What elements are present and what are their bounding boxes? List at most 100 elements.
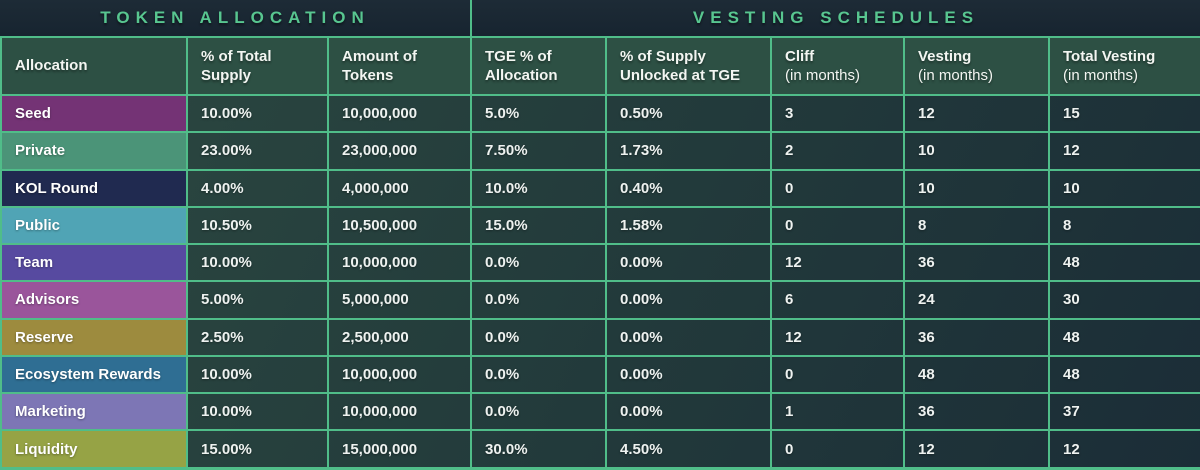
reserve-pct-supply-unlocked-at-tge: 0.00% xyxy=(605,317,772,357)
table-row-team: Team 10.00% 10,000,000 0.0% 0.00% 12 36 48 xyxy=(0,242,1200,283)
reserve-amount-of-tokens: 2,500,000 xyxy=(327,317,472,357)
allocation-vesting-table: Allocation% of Total Supply Amount of Token… xyxy=(0,36,1200,470)
private-tge-pct-of-allocation: 7.50% xyxy=(470,131,607,171)
public-pct-of-total-supply: 10.50% xyxy=(186,205,329,246)
table-row-ecosystem-rewards: Ecosystem Rewards 10.00% 10,000,000 0.0% 0.0… xyxy=(0,354,1200,395)
table-body: Seed 10.00% 10,000,000 5.0% 0.50% 3 12 15 Privat… xyxy=(0,93,1200,470)
team-pct-supply-unlocked-at-tge: 0.00% xyxy=(605,242,772,283)
vesting-schedules-title: VESTING SCHEDULES xyxy=(692,8,980,27)
column-header-amount-of-tokens: Amount of Tokens xyxy=(327,36,472,96)
title-band: TOKEN ALLOCATION VESTING SCHEDULES xyxy=(0,0,1200,36)
column-header-tge-of-allocation: TGE % of Allocation xyxy=(470,36,607,96)
header-row: Allocation% of Total Supply Amount of Token… xyxy=(0,36,1200,96)
marketing-pct-supply-unlocked-at-tge: 0.00% xyxy=(605,391,772,432)
table-row-seed: Seed 10.00% 10,000,000 5.0% 0.50% 3 12 15 xyxy=(0,93,1200,134)
public-tge-pct-of-allocation: 15.0% xyxy=(470,205,607,246)
team-total-vesting-months: 48 xyxy=(1048,242,1200,283)
ecosystem-rewards-vesting-months: 48 xyxy=(903,354,1050,395)
liquidity-pct-of-total-supply: 15.00% xyxy=(186,429,329,470)
column-header-cliff-in-months: Cliff (in months) xyxy=(770,36,905,96)
private-vesting-months: 10 xyxy=(903,131,1050,171)
marketing-pct-of-total-supply: 10.00% xyxy=(186,391,329,432)
team-pct-of-total-supply: 10.00% xyxy=(186,242,329,283)
ecosystem-rewards-cliff-months: 0 xyxy=(770,354,905,395)
vesting-schedules-section-header: VESTING SCHEDULES xyxy=(470,0,1200,36)
public-vesting-months: 8 xyxy=(903,205,1050,246)
liquidity-tge-pct-of-allocation: 30.0% xyxy=(470,429,607,470)
kol-round-amount-of-tokens: 4,000,000 xyxy=(327,168,472,208)
seed-vesting-months: 12 xyxy=(903,93,1050,134)
advisors-vesting-months: 24 xyxy=(903,280,1050,320)
allocation-label-team: Team xyxy=(0,242,188,283)
marketing-amount-of-tokens: 10,000,000 xyxy=(327,391,472,432)
kol-round-pct-supply-unlocked-at-tge: 0.40% xyxy=(605,168,772,208)
ecosystem-rewards-tge-pct-of-allocation: 0.0% xyxy=(470,354,607,395)
column-header-of-total-supply: % of Total Supply xyxy=(186,36,329,96)
allocation-label-ecosystem-rewards: Ecosystem Rewards xyxy=(0,354,188,395)
column-header-of-supply-unlocked-at-tge: % of Supply Unlocked at TGE xyxy=(605,36,772,96)
kol-round-cliff-months: 0 xyxy=(770,168,905,208)
table-row-private: Private 23.00% 23,000,000 7.50% 1.73% 2 10 12 xyxy=(0,131,1200,171)
marketing-total-vesting-months: 37 xyxy=(1048,391,1200,432)
public-amount-of-tokens: 10,500,000 xyxy=(327,205,472,246)
reserve-tge-pct-of-allocation: 0.0% xyxy=(470,317,607,357)
public-total-vesting-months: 8 xyxy=(1048,205,1200,246)
liquidity-total-vesting-months: 12 xyxy=(1048,429,1200,470)
reserve-cliff-months: 12 xyxy=(770,317,905,357)
advisors-tge-pct-of-allocation: 0.0% xyxy=(470,280,607,320)
kol-round-vesting-months: 10 xyxy=(903,168,1050,208)
ecosystem-rewards-amount-of-tokens: 10,000,000 xyxy=(327,354,472,395)
allocation-label-marketing: Marketing xyxy=(0,391,188,432)
ecosystem-rewards-pct-of-total-supply: 10.00% xyxy=(186,354,329,395)
column-header-total-vesting-in-months: Total Vesting (in months) xyxy=(1048,36,1200,96)
seed-pct-of-total-supply: 10.00% xyxy=(186,93,329,134)
reserve-vesting-months: 36 xyxy=(903,317,1050,357)
allocation-label-kol-round: KOL Round xyxy=(0,168,188,208)
table-row-advisors: Advisors 5.00% 5,000,000 0.0% 0.00% 6 24 30 xyxy=(0,280,1200,320)
seed-pct-supply-unlocked-at-tge: 0.50% xyxy=(605,93,772,134)
advisors-cliff-months: 6 xyxy=(770,280,905,320)
allocation-label-public: Public xyxy=(0,205,188,246)
team-tge-pct-of-allocation: 0.0% xyxy=(470,242,607,283)
liquidity-vesting-months: 12 xyxy=(903,429,1050,470)
reserve-total-vesting-months: 48 xyxy=(1048,317,1200,357)
public-pct-supply-unlocked-at-tge: 1.58% xyxy=(605,205,772,246)
seed-tge-pct-of-allocation: 5.0% xyxy=(470,93,607,134)
marketing-vesting-months: 36 xyxy=(903,391,1050,432)
liquidity-amount-of-tokens: 15,000,000 xyxy=(327,429,472,470)
reserve-pct-of-total-supply: 2.50% xyxy=(186,317,329,357)
private-amount-of-tokens: 23,000,000 xyxy=(327,131,472,171)
advisors-pct-supply-unlocked-at-tge: 0.00% xyxy=(605,280,772,320)
advisors-pct-of-total-supply: 5.00% xyxy=(186,280,329,320)
team-cliff-months: 12 xyxy=(770,242,905,283)
team-vesting-months: 36 xyxy=(903,242,1050,283)
allocation-label-advisors: Advisors xyxy=(0,280,188,320)
marketing-cliff-months: 1 xyxy=(770,391,905,432)
column-header-allocation: Allocation xyxy=(0,36,188,96)
liquidity-pct-supply-unlocked-at-tge: 4.50% xyxy=(605,429,772,470)
token-allocation-section-header: TOKEN ALLOCATION xyxy=(0,0,470,36)
seed-amount-of-tokens: 10,000,000 xyxy=(327,93,472,134)
public-cliff-months: 0 xyxy=(770,205,905,246)
table-row-reserve: Reserve 2.50% 2,500,000 0.0% 0.00% 12 36 48 xyxy=(0,317,1200,357)
private-pct-supply-unlocked-at-tge: 1.73% xyxy=(605,131,772,171)
ecosystem-rewards-total-vesting-months: 48 xyxy=(1048,354,1200,395)
token-allocation-title: TOKEN ALLOCATION xyxy=(100,8,370,27)
advisors-total-vesting-months: 30 xyxy=(1048,280,1200,320)
team-amount-of-tokens: 10,000,000 xyxy=(327,242,472,283)
private-total-vesting-months: 12 xyxy=(1048,131,1200,171)
table-row-public: Public 10.50% 10,500,000 15.0% 1.58% 0 8 8 xyxy=(0,205,1200,246)
allocation-label-seed: Seed xyxy=(0,93,188,134)
allocation-label-private: Private xyxy=(0,131,188,171)
ecosystem-rewards-pct-supply-unlocked-at-tge: 0.00% xyxy=(605,354,772,395)
seed-cliff-months: 3 xyxy=(770,93,905,134)
seed-total-vesting-months: 15 xyxy=(1048,93,1200,134)
table-row-liquidity: Liquidity 15.00% 15,000,000 30.0% 4.50% 0 12 12 xyxy=(0,429,1200,470)
marketing-tge-pct-of-allocation: 0.0% xyxy=(470,391,607,432)
liquidity-cliff-months: 0 xyxy=(770,429,905,470)
column-header-vesting-in-months: Vesting (in months) xyxy=(903,36,1050,96)
table-row-kol-round: KOL Round 4.00% 4,000,000 10.0% 0.40% 0 10 10 xyxy=(0,168,1200,208)
private-cliff-months: 2 xyxy=(770,131,905,171)
table-row-marketing: Marketing 10.00% 10,000,000 0.0% 0.00% 1 36 37 xyxy=(0,391,1200,432)
